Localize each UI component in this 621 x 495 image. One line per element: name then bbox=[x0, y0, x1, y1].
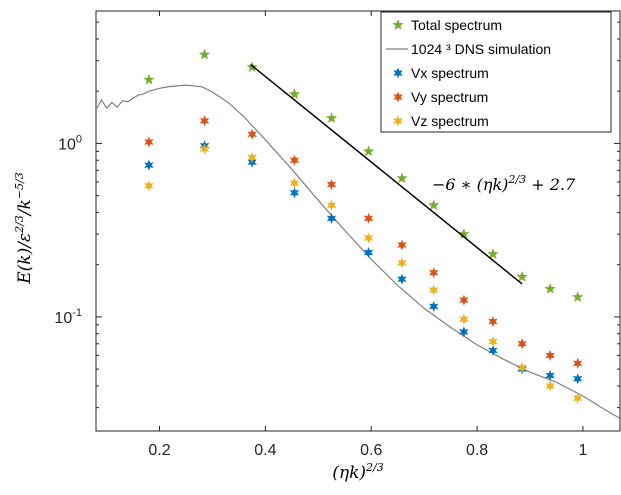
series-total-spectrum-point bbox=[143, 73, 155, 85]
series-vx-spectrum-point bbox=[459, 326, 469, 338]
series-vy-spectrum-point bbox=[289, 154, 300, 166]
series-total-spectrum-point bbox=[362, 145, 375, 157]
series-vx-spectrum-point bbox=[289, 187, 300, 199]
series-vz-spectrum-point bbox=[289, 177, 300, 189]
fit-line-label: −6 ∗ (ηk)2/3 + 2.7 bbox=[432, 173, 576, 194]
series-total-spectrum-point bbox=[544, 282, 556, 294]
series-vz-spectrum-point bbox=[397, 257, 407, 269]
legend-marker bbox=[393, 115, 403, 127]
series-vz-spectrum-point bbox=[459, 313, 469, 325]
x-tick-label: 1 bbox=[578, 442, 587, 459]
series-vx-spectrum-point bbox=[428, 300, 439, 312]
plot-area-frame bbox=[95, 10, 621, 432]
series-1024-dns-simulation-line bbox=[96, 84, 620, 419]
series-total-spectrum-point bbox=[516, 270, 528, 282]
series-vz-spectrum-point bbox=[517, 362, 527, 374]
legend-entry-label: Vx spectrum bbox=[411, 65, 489, 81]
series-total-spectrum-point bbox=[396, 172, 408, 184]
series-total-spectrum-point bbox=[198, 48, 211, 60]
series-vx-spectrum-point bbox=[363, 247, 374, 258]
y-tick-label: 10-1 bbox=[54, 307, 82, 327]
legend-entry-label: Total spectrum bbox=[411, 17, 502, 33]
legend-marker bbox=[393, 67, 403, 79]
legend-box bbox=[380, 11, 612, 133]
series-vz-spectrum-point bbox=[247, 152, 257, 163]
series-vy-spectrum-point bbox=[247, 128, 257, 140]
series-vy-spectrum-point bbox=[488, 316, 498, 328]
legend-marker bbox=[392, 19, 404, 30]
legend: Total spectrum 1024 ³ DNS simulation Vx sp… bbox=[380, 11, 612, 133]
series-vz-spectrum-point bbox=[199, 143, 210, 155]
plot-content bbox=[96, 48, 620, 419]
x-tick-label: 0.8 bbox=[466, 442, 488, 459]
series-vy-spectrum-point bbox=[459, 294, 469, 306]
fit-line bbox=[250, 63, 523, 285]
series-vx-spectrum-point bbox=[545, 369, 555, 381]
y-axis-label: E(k)/ε2/3/k−5/3 bbox=[13, 172, 35, 284]
x-tick-label: 0.4 bbox=[254, 442, 276, 459]
series-vx-spectrum-point bbox=[572, 373, 583, 385]
legend-marker bbox=[393, 91, 403, 103]
series-vz-spectrum-point bbox=[545, 380, 555, 392]
series-vz-spectrum-point bbox=[488, 336, 498, 348]
series-vy-spectrum-point bbox=[326, 179, 337, 190]
x-axis-label: (ηk)2/3 bbox=[332, 461, 383, 483]
series-vx-spectrum-point bbox=[397, 273, 407, 285]
series-vz-spectrum-point bbox=[144, 180, 154, 192]
series-vy-spectrum-point bbox=[572, 357, 583, 369]
series-total-spectrum-point bbox=[428, 199, 440, 211]
series-vz-spectrum-point bbox=[572, 392, 583, 404]
series-total-spectrum-point bbox=[288, 88, 301, 100]
series-vz-spectrum-point bbox=[326, 199, 337, 211]
y-tick-label: 100 bbox=[58, 133, 82, 153]
series-total-spectrum-point bbox=[572, 291, 584, 302]
series-vz-spectrum-point bbox=[428, 284, 439, 296]
series-vy-spectrum-point bbox=[363, 212, 374, 224]
series-vy-spectrum-point bbox=[545, 349, 555, 361]
series-vx-spectrum-point bbox=[144, 159, 154, 171]
legend-entry-label: Vz spectrum bbox=[411, 113, 489, 129]
series-vy-spectrum-point bbox=[397, 239, 407, 251]
axis-ticks: 0.2 0.4 0.6 0.8 1 100 10-1 bbox=[54, 11, 620, 459]
legend-entry-label: Vy spectrum bbox=[411, 89, 488, 105]
series-vx-spectrum-point bbox=[488, 345, 498, 356]
series-vy-spectrum-point bbox=[428, 267, 439, 279]
series-vy-spectrum-point bbox=[144, 136, 154, 148]
x-tick-label: 0.2 bbox=[148, 442, 170, 459]
series-total-spectrum-point bbox=[325, 112, 338, 123]
x-tick-label: 0.6 bbox=[360, 442, 382, 459]
legend-items: Total spectrum 1024 ³ DNS simulation Vx sp… bbox=[386, 17, 551, 129]
series-vy-spectrum-point bbox=[517, 338, 527, 350]
chart-marks bbox=[96, 48, 620, 419]
series-vz-spectrum-point bbox=[363, 232, 374, 244]
series-total-spectrum-point bbox=[458, 228, 470, 239]
series-vx-spectrum-point bbox=[326, 212, 337, 224]
series-vy-spectrum-point bbox=[199, 115, 210, 127]
legend-entry-label: 1024 ³ DNS simulation bbox=[411, 41, 551, 57]
series-total-spectrum-point bbox=[487, 248, 499, 259]
